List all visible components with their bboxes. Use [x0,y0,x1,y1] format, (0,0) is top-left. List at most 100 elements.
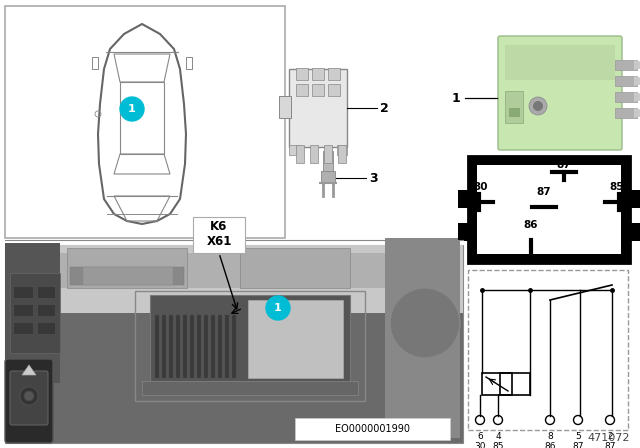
Bar [279,96,291,118]
Bar [615,92,637,102]
Circle shape [529,97,547,115]
Bar [155,315,159,378]
Text: 85: 85 [610,182,624,192]
Polygon shape [634,76,640,86]
Text: K6: K6 [211,220,228,233]
Circle shape [20,387,38,405]
Bar [10,273,60,353]
Text: 87: 87 [557,160,572,170]
Bar [232,315,236,378]
Bar [458,190,468,208]
Bar [296,84,308,96]
Bar [150,295,350,383]
Bar [323,151,333,173]
Bar [225,315,229,378]
Bar [296,145,304,163]
Bar [328,68,340,80]
Text: 86: 86 [524,220,538,230]
Circle shape [266,296,290,320]
Bar [477,165,621,254]
Bar [289,69,347,147]
Bar [13,304,33,316]
Bar [37,286,55,298]
Bar [13,322,33,334]
Bar [13,286,33,298]
Text: 30: 30 [474,182,488,192]
Bar [324,145,332,163]
Bar [211,315,215,378]
Polygon shape [634,60,640,70]
Bar [337,145,347,155]
Bar [70,267,184,285]
FancyBboxPatch shape [498,36,622,150]
Bar [5,243,60,383]
Text: 86: 86 [544,442,556,448]
Bar [176,315,180,378]
Text: 2: 2 [380,102,388,115]
Bar [5,6,285,238]
Polygon shape [634,108,640,118]
Text: EO0000001990: EO0000001990 [335,424,410,434]
Text: 87: 87 [572,442,584,448]
Text: 30: 30 [474,442,486,448]
Bar [295,418,450,440]
Bar [468,156,630,263]
Bar [169,315,173,378]
Bar [321,171,335,183]
Bar [37,322,55,334]
Text: 87: 87 [604,442,616,448]
Bar [468,270,628,430]
Text: 6: 6 [477,432,483,441]
Bar [482,373,512,395]
Text: 1: 1 [128,104,136,114]
Bar [190,315,194,378]
Bar [500,373,530,395]
Bar [615,76,637,86]
Bar [505,45,615,80]
Bar [312,68,324,80]
Bar [385,238,460,438]
Text: 8: 8 [547,432,553,441]
Bar [135,291,365,401]
Bar [193,217,245,253]
Text: 85: 85 [492,442,504,448]
Text: 1: 1 [274,303,282,313]
Bar [458,223,468,241]
Text: X61: X61 [206,234,232,247]
Bar [509,108,519,116]
Bar [615,60,637,70]
Bar [5,245,463,313]
Text: 471072: 471072 [588,433,630,443]
Bar [10,253,453,288]
Bar [240,248,350,288]
Bar [162,315,166,378]
Bar [630,223,640,241]
Bar [142,381,358,395]
Circle shape [533,101,543,111]
Bar [289,145,299,155]
Bar [630,190,640,208]
Text: 1: 1 [451,91,460,104]
Bar [83,267,173,285]
Bar [186,57,192,69]
Bar [67,248,187,288]
Text: 3: 3 [369,172,378,185]
FancyBboxPatch shape [5,359,53,443]
Bar [92,57,98,69]
Text: 87: 87 [537,187,551,197]
Circle shape [120,97,144,121]
Bar [183,315,187,378]
Bar [37,304,55,316]
Bar [218,315,222,378]
Bar [505,91,523,123]
Text: 4: 4 [495,432,501,441]
Bar [204,315,208,378]
Polygon shape [22,365,36,375]
Bar [312,84,324,96]
Text: 2: 2 [607,432,613,441]
Bar [615,108,637,118]
Bar [296,68,308,80]
Bar [310,145,318,163]
Bar [5,245,463,443]
Bar [197,315,201,378]
